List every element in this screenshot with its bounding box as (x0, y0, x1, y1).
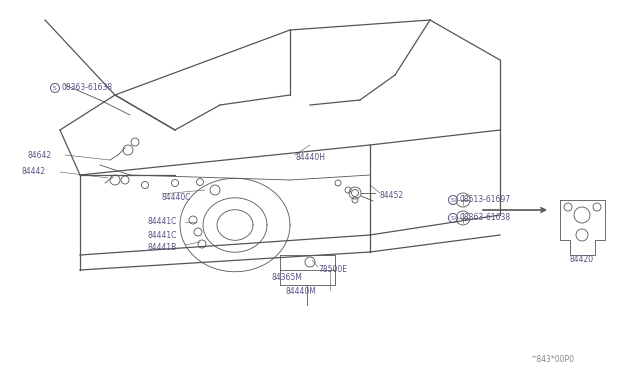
Text: S: S (451, 198, 455, 202)
Text: S: S (53, 86, 57, 90)
Text: 84440M: 84440M (285, 288, 316, 296)
Text: S: S (451, 215, 455, 221)
Text: 84642: 84642 (28, 151, 52, 160)
Text: 08363-61638: 08363-61638 (459, 214, 510, 222)
Text: 08513-61697: 08513-61697 (459, 196, 510, 205)
Text: 84440H: 84440H (295, 154, 325, 163)
Text: 84452: 84452 (380, 192, 404, 201)
Text: 08363-61638: 08363-61638 (61, 83, 112, 93)
Text: 84365M: 84365M (272, 273, 303, 282)
Text: ^843*00P0: ^843*00P0 (530, 356, 574, 365)
Text: 84442: 84442 (22, 167, 46, 176)
Text: 84420: 84420 (570, 256, 594, 264)
Text: 84441B: 84441B (148, 244, 177, 253)
Text: 78500E: 78500E (318, 266, 347, 275)
Text: 84441C: 84441C (148, 218, 177, 227)
Text: 84440C: 84440C (162, 192, 191, 202)
Text: 84441C: 84441C (148, 231, 177, 240)
